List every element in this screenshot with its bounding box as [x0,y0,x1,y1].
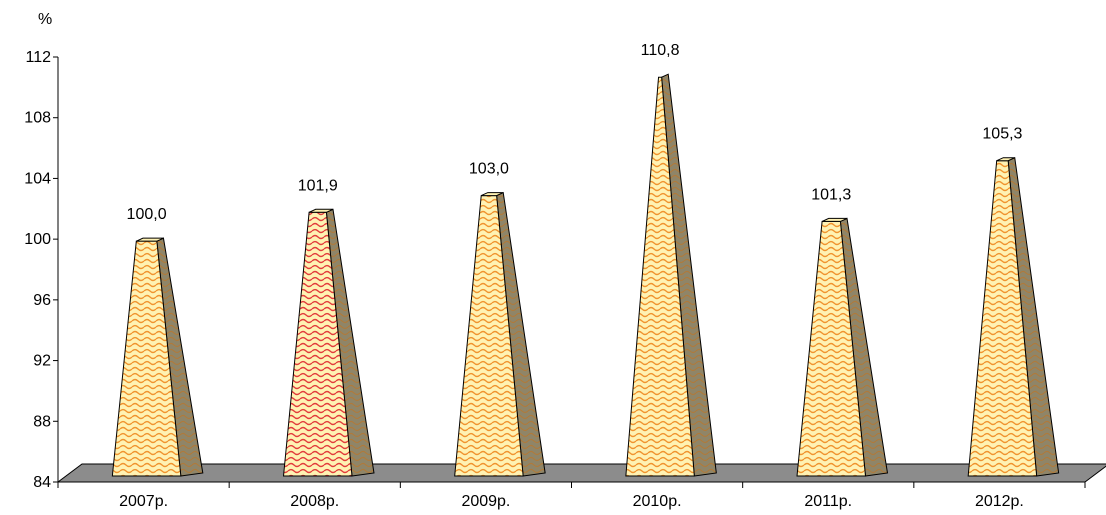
y-tick-label: 96 [33,292,51,309]
bar [455,193,545,476]
axes [53,57,1085,488]
x-category-label: 2011р. [804,493,852,510]
bar [112,238,202,476]
bar [797,218,887,476]
data-label: 110,8 [641,42,680,59]
data-label: 103,0 [469,161,509,178]
data-label: 100,0 [127,206,167,223]
y-tick-label: 92 [33,353,51,370]
bar [284,209,374,476]
data-label: 105,3 [982,126,1022,143]
y-tick-label: 84 [33,474,51,491]
y-axis-unit-label: % [38,11,52,28]
floor-plane [58,464,1106,482]
data-label: 101,9 [298,177,338,194]
x-category-label: 2007р. [119,493,168,510]
y-tick-label: 104 [24,170,51,187]
y-tick-label: 108 [24,110,51,127]
y-tick-label: 112 [25,49,51,66]
bar [968,158,1058,476]
x-category-label: 2008р. [290,493,339,510]
y-tick-label: 100 [24,231,51,248]
chart-floor [58,464,1106,482]
bar [626,74,716,476]
x-category-label: 2009р. [461,493,510,510]
y-tick-label: 88 [33,413,51,430]
bars [112,74,1058,476]
data-label: 101,3 [811,186,851,203]
x-category-label: 2012р. [975,493,1024,510]
x-category-label: 2010р. [633,493,682,510]
